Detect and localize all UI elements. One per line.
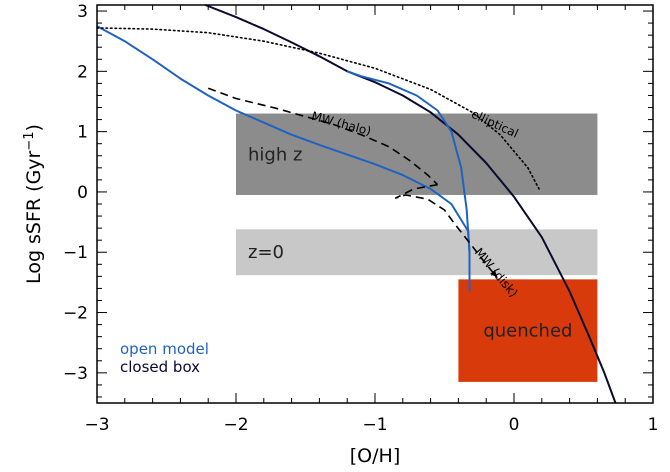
y-axis-label-main: Log sSFR (Gyr [23, 150, 45, 283]
x-tick-label: −3 [84, 415, 109, 435]
region-label-1: z=0 [248, 242, 284, 263]
region-2 [458, 279, 598, 382]
y-axis-label-close: ) [23, 124, 45, 131]
series-line-4 [207, 87, 439, 186]
series-layer [96, 4, 617, 404]
x-tick-label: 1 [648, 415, 659, 435]
x-tick-label: −1 [362, 415, 387, 435]
y-tick-label: 1 [77, 123, 88, 143]
y-tick-label: 3 [77, 2, 88, 22]
disk-track-arrowhead [490, 269, 498, 278]
y-axis-label-exponent: −1 [22, 131, 37, 150]
shaded-regions: high z z=0 quenched [236, 113, 598, 382]
region-1 [236, 229, 598, 276]
legend-entry: open model [120, 340, 209, 358]
y-tick-label: −3 [63, 364, 88, 384]
series-line-0 [205, 4, 617, 404]
legend-entry: closed box [120, 358, 200, 376]
y-tick-label: −1 [63, 243, 88, 263]
x-tick-label: −2 [223, 415, 248, 435]
x-tick-label: 0 [509, 415, 520, 435]
series-line-2 [346, 70, 471, 253]
region-label-2: quenched [483, 321, 572, 342]
y-tick-label: 2 [77, 62, 88, 82]
y-tick-label: −2 [63, 304, 88, 324]
x-axis-label: [O/H] [350, 445, 400, 467]
series-line-1 [96, 25, 471, 292]
y-tick-label: 0 [77, 183, 88, 203]
region-label-0: high z [248, 144, 302, 165]
axis-ticks: −3 −2 −1 0 1 −3 −2 −1 0 1 2 3 [63, 2, 658, 435]
y-axis-label: Log sSFR (Gyr−1) [22, 124, 46, 284]
